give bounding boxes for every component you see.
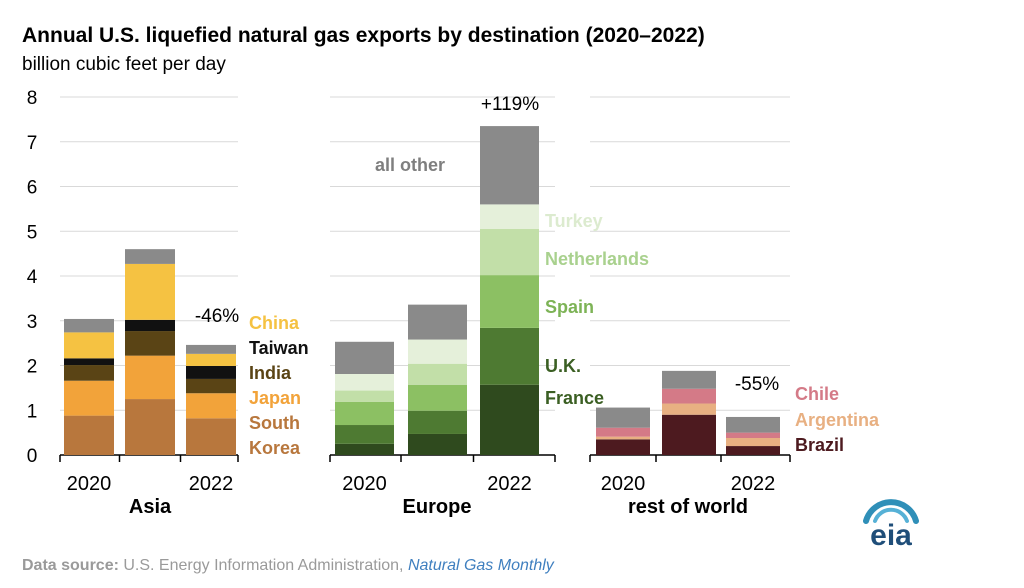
chart-title: Annual U.S. liquefied natural gas export… bbox=[22, 24, 705, 47]
bar-segment-china bbox=[64, 332, 114, 359]
y-tick-label: 6 bbox=[27, 178, 38, 199]
legend-label: Japan bbox=[249, 388, 301, 408]
source-label: Data source: bbox=[22, 557, 119, 574]
bar-segment-u-k- bbox=[408, 410, 467, 434]
change-label: +119% bbox=[481, 94, 539, 115]
legend-label: India bbox=[249, 363, 292, 383]
chart-subtitle: billion cubic feet per day bbox=[22, 54, 226, 75]
source-note: Data source: U.S. Energy Information Adm… bbox=[22, 557, 555, 574]
bar-segment-taiwan bbox=[64, 358, 114, 366]
eia-logo: eia bbox=[863, 499, 919, 552]
bar-segment-all-other bbox=[186, 344, 236, 354]
legend-label: Spain bbox=[545, 297, 594, 317]
legend-label: France bbox=[545, 388, 604, 408]
panel-label: rest of world bbox=[628, 496, 748, 518]
eia-logo-arc bbox=[863, 499, 919, 524]
bar-segment-netherlands bbox=[480, 229, 539, 276]
bar-segment-taiwan bbox=[125, 319, 175, 332]
legend-label: all other bbox=[375, 155, 445, 175]
legend-label: Taiwan bbox=[249, 338, 309, 358]
bars bbox=[64, 126, 780, 455]
bar-segment-all-other bbox=[64, 318, 114, 333]
bar-segment-all-other bbox=[596, 407, 650, 428]
bar-segment-china bbox=[186, 353, 236, 366]
bar-segment-turkey bbox=[408, 339, 467, 364]
y-tick-label: 1 bbox=[27, 401, 38, 422]
legend-label: South bbox=[249, 413, 300, 433]
bar-segment-japan bbox=[186, 393, 236, 419]
bar-segment-turkey bbox=[480, 204, 539, 230]
change-label: -46% bbox=[195, 306, 239, 327]
bar-segment-chile bbox=[596, 427, 650, 437]
bar-segment-u-k- bbox=[480, 327, 539, 385]
bar-segment-argentina bbox=[662, 403, 716, 415]
bar-segment-brazil bbox=[596, 439, 650, 455]
y-tick-label: 7 bbox=[27, 133, 38, 154]
eia-logo-arc-inner bbox=[873, 507, 909, 523]
legend-label: U.K. bbox=[545, 356, 581, 376]
x-tick-label: 2022 bbox=[189, 473, 234, 495]
bar-segment-south-korea bbox=[125, 399, 175, 455]
bar-segment-china bbox=[125, 263, 175, 320]
bar-segment-all-other bbox=[335, 341, 394, 375]
bar-segment-india bbox=[125, 331, 175, 356]
legend-label: Korea bbox=[249, 438, 301, 458]
legend-label: Argentina bbox=[795, 410, 880, 430]
bar-segment-france bbox=[335, 443, 394, 455]
legend-label: Netherlands bbox=[545, 249, 649, 269]
panel-label: Europe bbox=[403, 496, 472, 518]
y-tick-label: 3 bbox=[27, 312, 38, 333]
y-tick-label: 2 bbox=[27, 357, 38, 378]
bar-segment-brazil bbox=[662, 414, 716, 455]
panel-label: Asia bbox=[129, 496, 172, 518]
bar-segment-all-other bbox=[662, 370, 716, 389]
bar-segment-u-k- bbox=[335, 425, 394, 444]
bar-segment-south-korea bbox=[186, 418, 236, 455]
bar-segment-brazil bbox=[726, 446, 780, 455]
y-tick-label: 5 bbox=[27, 222, 38, 243]
change-label: -55% bbox=[735, 374, 779, 395]
bar-segment-argentina bbox=[726, 437, 780, 447]
bar-segment-netherlands bbox=[408, 363, 467, 385]
x-tick-label: 2020 bbox=[601, 473, 646, 495]
bar-segment-spain bbox=[480, 275, 539, 328]
source-text: U.S. Energy Information Administration, bbox=[119, 557, 408, 574]
bar-segment-argentina bbox=[596, 436, 650, 440]
bar-segment-spain bbox=[408, 384, 467, 411]
bar-segment-japan bbox=[64, 380, 114, 416]
bar-segment-all-other bbox=[408, 304, 467, 340]
bar-segment-spain bbox=[335, 401, 394, 426]
y-tick-label: 0 bbox=[27, 446, 38, 467]
legend-label: Turkey bbox=[545, 211, 603, 231]
y-tick-label: 8 bbox=[27, 88, 38, 109]
x-tick-label: 2020 bbox=[342, 473, 387, 495]
bar-segment-chile bbox=[662, 388, 716, 404]
bar-segment-all-other bbox=[125, 249, 175, 264]
x-tick-label: 2020 bbox=[67, 473, 112, 495]
x-tick-label: 2022 bbox=[487, 473, 532, 495]
bar-segment-all-other bbox=[726, 416, 780, 433]
x-tick-label: 2022 bbox=[731, 473, 776, 495]
bar-segment-taiwan bbox=[186, 365, 236, 379]
bar-segment-all-other bbox=[480, 126, 539, 205]
bar-segment-netherlands bbox=[335, 390, 394, 402]
source-link[interactable]: Natural Gas Monthly bbox=[408, 557, 555, 574]
bar-segment-france bbox=[408, 433, 467, 455]
bar-segment-chile bbox=[726, 432, 780, 438]
annotations: 2020 2022 Asia -46% China Taiwan India Japan Sou… bbox=[67, 94, 880, 518]
eia-logo-text: eia bbox=[870, 519, 912, 552]
bar-segment-turkey bbox=[335, 374, 394, 391]
bar-segment-south-korea bbox=[64, 415, 114, 455]
bar-segment-india bbox=[64, 365, 114, 381]
bar-segment-france bbox=[480, 384, 539, 455]
legend-label: Chile bbox=[795, 384, 839, 404]
legend-label: China bbox=[249, 313, 300, 333]
bar-segment-india bbox=[186, 378, 236, 394]
y-axis-ticks: 0 1 2 3 4 5 6 7 8 bbox=[27, 88, 38, 467]
y-tick-label: 4 bbox=[27, 267, 38, 288]
bar-segment-japan bbox=[125, 355, 175, 400]
legend-label: Brazil bbox=[795, 435, 844, 455]
